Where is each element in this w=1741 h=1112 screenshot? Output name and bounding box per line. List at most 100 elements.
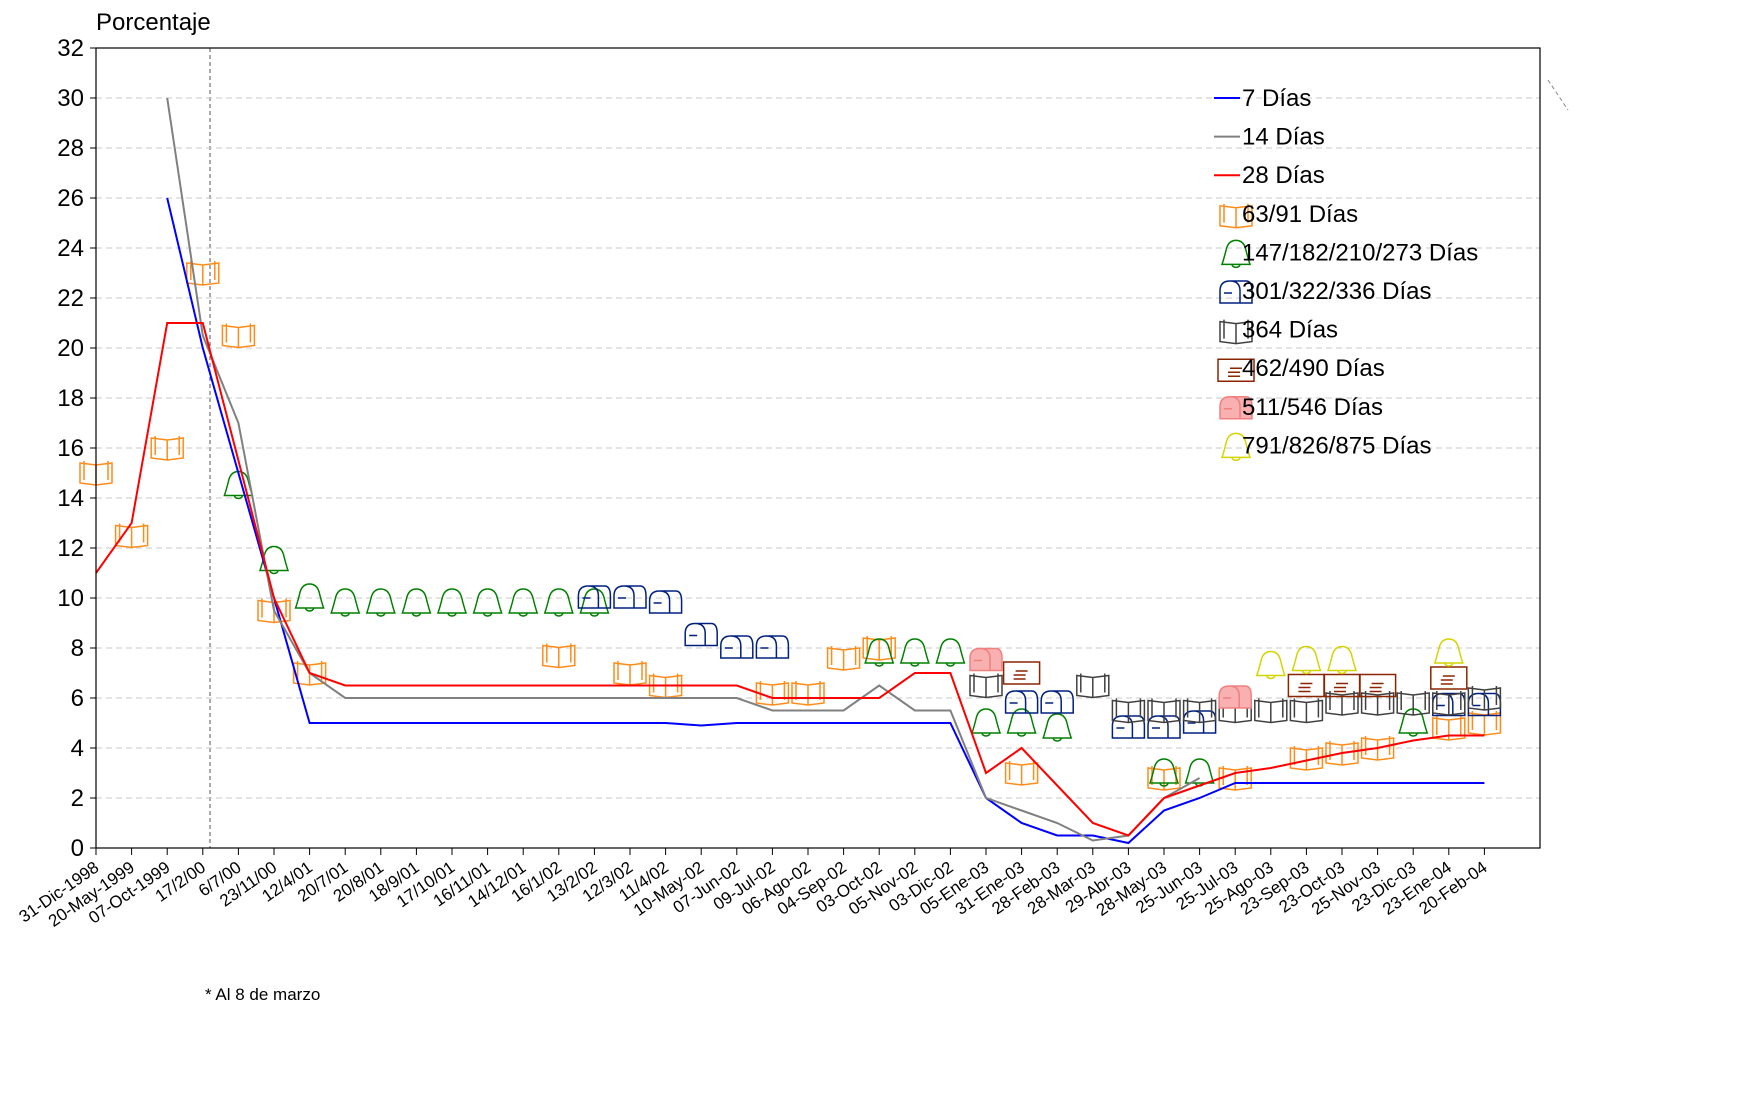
legend-label: 791/826/875 Días <box>1242 432 1431 459</box>
marker <box>755 635 790 659</box>
marker <box>472 588 503 617</box>
marker <box>648 673 683 699</box>
marker <box>1006 708 1037 737</box>
marker <box>1326 645 1358 675</box>
legend-label: 511/546 Días <box>1242 394 1383 421</box>
y-tick-label: 8 <box>71 635 84 662</box>
y-tick-label: 30 <box>57 85 84 112</box>
marker <box>1218 698 1252 724</box>
marker <box>186 261 220 286</box>
marker <box>826 646 861 671</box>
marker <box>579 588 610 617</box>
marker <box>1255 650 1286 680</box>
marker <box>1042 713 1073 742</box>
marker <box>1147 698 1181 724</box>
marker <box>1396 691 1430 716</box>
marker <box>1325 741 1359 766</box>
marker <box>1076 673 1110 699</box>
marker <box>330 588 361 617</box>
series-line <box>166 197 1485 845</box>
y-tick-label: 6 <box>71 685 84 712</box>
marker <box>292 661 327 686</box>
legend-swatch <box>1220 239 1252 269</box>
marker <box>1040 690 1074 714</box>
marker <box>1218 766 1252 791</box>
marker <box>1432 691 1466 716</box>
marker <box>613 661 647 686</box>
marker <box>1182 698 1217 724</box>
marker <box>791 681 825 706</box>
legend-label: 28 Días <box>1242 162 1325 189</box>
legend-swatch <box>1220 432 1252 462</box>
y-tick-label: 20 <box>57 335 84 362</box>
legend-swatch <box>1219 396 1253 420</box>
series-line <box>95 322 1485 837</box>
marker <box>542 643 576 669</box>
marker <box>1148 758 1180 787</box>
marker <box>294 583 325 612</box>
marker <box>150 436 184 461</box>
marker <box>401 588 432 617</box>
marker <box>684 622 718 647</box>
marker <box>436 588 468 617</box>
marker <box>1467 686 1502 711</box>
marker <box>755 681 790 706</box>
y-tick-label: 0 <box>71 835 84 862</box>
y-tick-label: 14 <box>57 485 84 512</box>
marker <box>1287 673 1326 698</box>
marker <box>1147 715 1181 739</box>
legend-label: 147/182/210/273 Días <box>1242 239 1478 266</box>
marker <box>508 588 539 617</box>
marker <box>1325 691 1359 716</box>
footnote: * Al 8 de marzo <box>205 985 320 1004</box>
marker <box>1360 736 1395 761</box>
marker <box>862 636 896 661</box>
y-tick-label: 22 <box>57 285 84 312</box>
marker <box>648 590 683 614</box>
marker <box>1289 698 1324 724</box>
marker <box>1358 673 1397 698</box>
legend-label: 14 Días <box>1242 124 1325 151</box>
marker <box>1432 716 1466 741</box>
marker <box>969 673 1003 699</box>
marker <box>543 588 574 617</box>
series-line <box>166 97 1201 842</box>
marker <box>864 638 895 667</box>
y-tick-label: 32 <box>57 35 84 62</box>
marker <box>1111 698 1146 724</box>
legend-label: 301/322/336 Días <box>1242 278 1431 305</box>
y-tick-label: 16 <box>57 435 84 462</box>
marker <box>1111 715 1146 739</box>
y-tick-label: 12 <box>57 535 84 562</box>
legend-label: 364 Días <box>1242 317 1338 344</box>
y-tick-label: 26 <box>57 185 84 212</box>
legend-swatch <box>1217 358 1255 382</box>
marker <box>720 635 754 659</box>
decoration-line <box>1547 79 1569 111</box>
legend-swatch <box>1219 203 1253 229</box>
marker <box>969 647 1003 672</box>
marker <box>1360 691 1395 716</box>
y-tick-label: 2 <box>71 785 84 812</box>
y-tick-label: 4 <box>71 735 84 762</box>
marker <box>613 585 647 609</box>
legend-label: 7 Días <box>1242 85 1311 112</box>
marker <box>1218 685 1252 709</box>
y-tick-label: 10 <box>57 585 84 612</box>
marker <box>970 708 1002 737</box>
plot-frame <box>95 47 1541 849</box>
legend-swatch <box>1219 280 1253 304</box>
marker <box>577 585 612 609</box>
marker <box>899 638 930 667</box>
marker <box>1002 661 1041 685</box>
marker <box>1004 690 1039 714</box>
axis-title: Porcentaje <box>96 9 211 36</box>
legend-label: 462/490 Días <box>1242 355 1385 382</box>
y-tick-label: 28 <box>57 135 84 162</box>
marker <box>1291 645 1322 675</box>
marker <box>1433 638 1464 667</box>
marker <box>365 588 396 617</box>
marker <box>1004 761 1039 786</box>
marker <box>221 323 256 349</box>
